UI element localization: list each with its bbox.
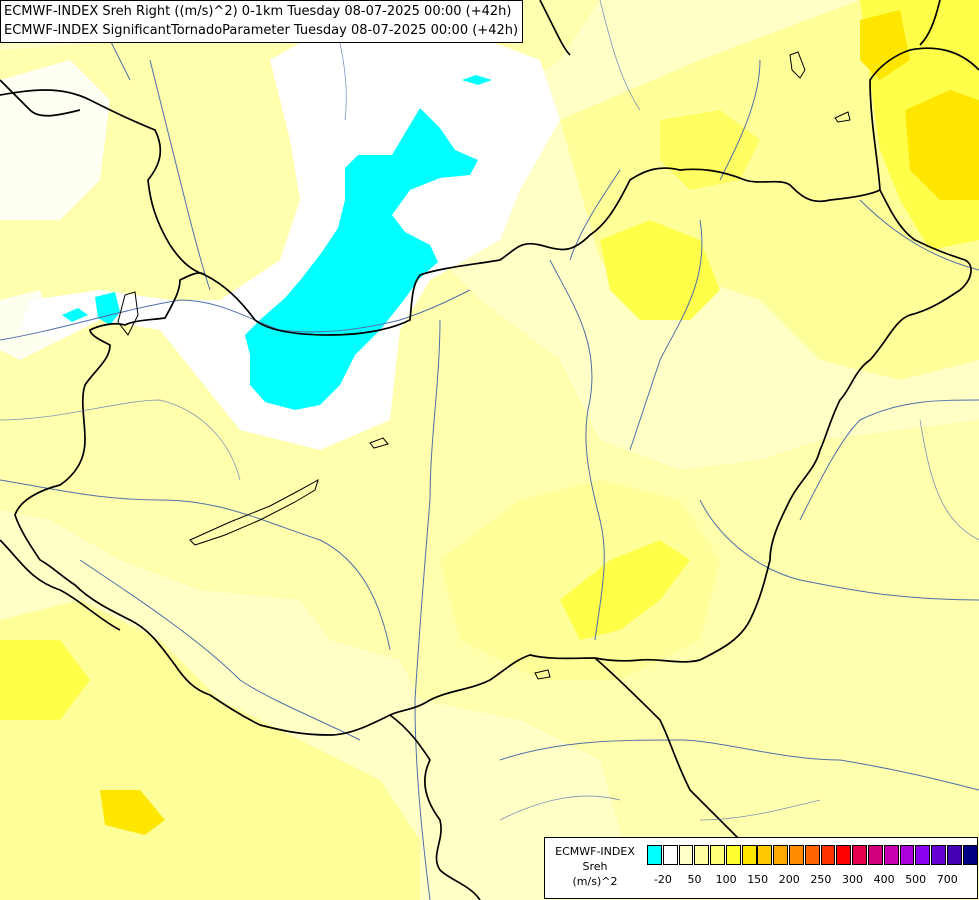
legend-swatch [804, 845, 820, 865]
legend-swatch [915, 845, 931, 865]
legend-tick-label: 50 [687, 873, 702, 886]
border-northeast [869, 47, 979, 191]
legend-tick-label: 400 [873, 873, 895, 886]
legend-unit: (m/s)^2 [572, 875, 618, 888]
legend-swatch [757, 845, 773, 865]
map-title-box: ECMWF-INDEX Sreh Right ((m/s)^2) 0-1km T… [0, 0, 524, 43]
lake-balaton [189, 478, 319, 546]
legend-tick-label: 100 [715, 873, 737, 886]
sreh-contours-orange [100, 10, 979, 835]
border-romania-serbia [594, 657, 751, 851]
legend-tick-label: 700 [936, 873, 958, 886]
region-lines [0, 0, 979, 821]
border-top [539, 0, 571, 56]
legend-swatch [710, 845, 726, 865]
legend-swatch [741, 845, 757, 865]
border-south [39, 559, 596, 736]
legend-swatch [962, 845, 978, 865]
legend-tick-label: 500 [905, 873, 927, 886]
legend-ticks: -20 50 100 150 200 250 300 400 500 700 [647, 873, 967, 889]
legend-source: ECMWF-INDEX [555, 845, 635, 858]
color-legend: ECMWF-INDEX Sreh (m/s)^2 -20 50 100 150 200 2… [544, 837, 978, 899]
legend-tick-label: -20 [653, 873, 672, 886]
legend-swatch [820, 845, 836, 865]
border-east [594, 189, 972, 663]
legend-swatch [836, 845, 852, 865]
lakes [117, 51, 851, 680]
map-title-line-1: ECMWF-INDEX Sreh Right ((m/s)^2) 0-1km T… [4, 4, 512, 19]
legend-swatches [647, 845, 978, 867]
legend-swatch [647, 845, 662, 865]
legend-tick-label: 300 [842, 873, 863, 886]
border-north [0, 89, 881, 336]
legend-tick-label: 150 [747, 873, 769, 886]
border-left [0, 79, 81, 117]
border-sw [0, 539, 121, 631]
legend-swatch [931, 845, 946, 865]
map-title-line-2: ECMWF-INDEX SignificantTornadoParameter … [4, 23, 519, 38]
border-west [14, 272, 206, 561]
legend-swatch [946, 845, 962, 865]
legend-swatch [789, 845, 804, 865]
border-croatia [389, 714, 481, 900]
border-ne-edge [919, 0, 941, 46]
legend-swatch [694, 845, 710, 865]
legend-swatch [852, 845, 868, 865]
legend-tick-label: 250 [810, 873, 832, 886]
legend-swatch [899, 845, 915, 865]
legend-swatch [662, 845, 678, 865]
legend-parameter: Sreh [582, 860, 608, 873]
legend-label: ECMWF-INDEX Sreh (m/s)^2 [545, 844, 645, 889]
legend-swatch [725, 845, 741, 865]
legend-swatch [773, 845, 789, 865]
legend-swatch [678, 845, 694, 865]
legend-swatch [867, 845, 883, 865]
legend-tick-label: 200 [778, 873, 800, 886]
legend-swatch [883, 845, 899, 865]
